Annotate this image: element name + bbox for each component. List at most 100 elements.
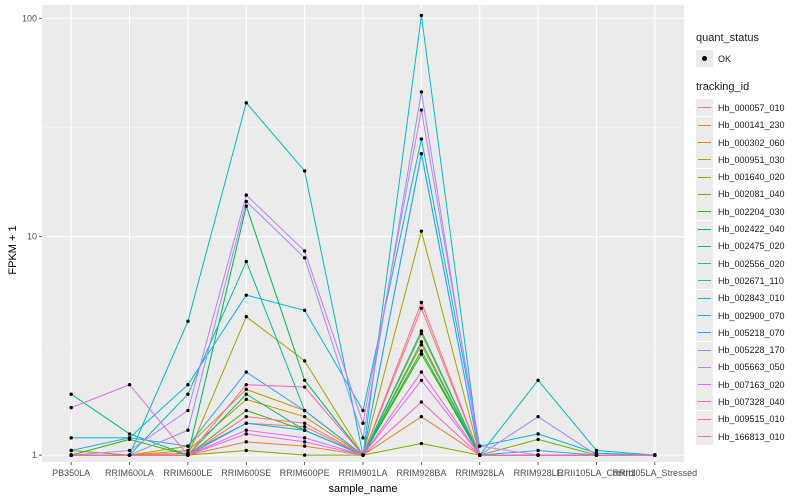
data-point — [244, 387, 248, 392]
legend-item-label: Hb_001640_020 — [718, 172, 785, 183]
data-point — [244, 204, 248, 208]
legend-item-label: Hb_002081_040 — [718, 189, 785, 200]
legend-item: Hb_002671_110 — [696, 272, 785, 290]
data-point — [302, 256, 307, 260]
legend-item-label: Hb_000302_060 — [718, 137, 785, 148]
data-point — [536, 414, 540, 419]
data-point — [244, 432, 248, 436]
legend-item: Hb_009515_010 — [696, 410, 785, 428]
data-point — [536, 432, 540, 436]
data-point — [127, 383, 132, 387]
y-axis-title: FPKM + 1 — [7, 225, 19, 274]
legend-item-label: Hb_002475_020 — [718, 241, 785, 252]
data-point — [244, 370, 248, 374]
data-point — [69, 453, 73, 457]
legend-line-key — [696, 376, 713, 394]
legend-line-key — [696, 220, 713, 238]
data-point — [302, 440, 307, 444]
legend-item: Hb_007163_020 — [696, 376, 785, 394]
legend-item-label: Hb_007328_040 — [718, 396, 785, 407]
data-point — [127, 453, 132, 457]
legend-item-label: Hb_000141_230 — [718, 120, 785, 131]
legend-item: Hb_166813_010 — [696, 428, 785, 446]
data-point — [361, 453, 365, 457]
x-tick-label: RRIM600PE — [280, 468, 330, 478]
x-tick-label: RRII105LA_Control — [557, 468, 635, 478]
data-point — [69, 405, 73, 410]
x-tick-label: RRII105LA_Stressed — [613, 468, 698, 478]
x-tick-label: RRIM928BA — [396, 468, 446, 478]
series-points — [69, 13, 657, 457]
legend-item: Hb_002422_040 — [696, 220, 785, 238]
data-point — [69, 448, 73, 453]
data-point — [302, 436, 307, 440]
legend-line-key — [696, 116, 713, 134]
data-point — [419, 137, 424, 141]
data-point — [361, 436, 365, 440]
data-point — [244, 397, 248, 402]
legend-item: Hb_000302_060 — [696, 134, 785, 152]
legend-line-key — [696, 168, 713, 186]
legend-item-label: Hb_166813_010 — [718, 431, 785, 442]
data-point — [302, 444, 307, 448]
data-point — [302, 169, 307, 173]
data-point — [361, 421, 365, 425]
data-point — [302, 453, 307, 457]
legend-line-key — [696, 237, 713, 255]
data-point — [594, 453, 599, 457]
legend-item: Hb_000057_010 — [696, 99, 785, 117]
legend-item: Hb_002843_010 — [696, 289, 785, 307]
legend-color-title: tracking_id — [696, 81, 750, 94]
data-point — [302, 308, 307, 313]
data-point — [244, 293, 248, 297]
legend-item-label: Hb_007163_020 — [718, 379, 785, 390]
data-point — [186, 444, 190, 448]
x-tick-label: RRIM928LE — [514, 468, 563, 478]
data-point — [419, 414, 424, 419]
legend-color-items: Hb_000057_010 Hb_000141_230 Hb_000302_060 H… — [696, 99, 785, 446]
data-point — [302, 378, 307, 383]
legend-shape-title: quant_status — [696, 32, 759, 44]
data-point — [419, 229, 424, 233]
legend-line-key — [696, 358, 713, 376]
data-point — [244, 421, 248, 425]
legend-item: Hb_007328_040 — [696, 393, 785, 411]
data-point — [244, 392, 248, 396]
data-point — [302, 408, 307, 413]
data-point — [244, 414, 248, 419]
legend-item: Hb_000951_030 — [696, 151, 785, 169]
data-point — [244, 448, 248, 453]
legend-item-label: Hb_002671_110 — [718, 275, 784, 286]
data-point — [244, 428, 248, 432]
legend-item: Hb_002900_070 — [696, 307, 785, 324]
data-point — [536, 448, 540, 453]
legend-item-label: Hb_002556_020 — [718, 258, 785, 269]
data-point — [244, 199, 248, 204]
x-tick-label: RRIM600LE — [163, 468, 212, 478]
data-point — [244, 408, 248, 413]
x-tick-label: PB350LA — [52, 468, 90, 478]
legend-line-key — [696, 272, 713, 290]
data-point — [536, 453, 540, 457]
data-point — [244, 383, 248, 387]
data-point — [419, 352, 424, 356]
data-point — [127, 432, 132, 436]
legend-item: Hb_001640_020 — [696, 168, 785, 186]
y-tick-label: 100 — [22, 13, 37, 23]
legend-line-key — [696, 185, 713, 203]
data-point — [361, 408, 365, 413]
legend-line-key — [696, 410, 713, 428]
data-point — [69, 436, 73, 440]
data-point — [127, 436, 132, 440]
x-axis-title: sample_name — [328, 483, 397, 495]
legend-item-label: Hb_002843_010 — [718, 293, 785, 304]
x-tick-label: RRIM901LA — [338, 468, 387, 478]
data-point — [419, 370, 424, 374]
legend-line-key — [696, 203, 713, 221]
legend-item: Hb_002081_040 — [696, 185, 785, 203]
data-point — [186, 392, 190, 396]
data-point — [419, 331, 424, 336]
legend: quant_status OK tracking_id Hb_000057_01… — [696, 32, 785, 446]
legend-line-key — [696, 428, 713, 446]
